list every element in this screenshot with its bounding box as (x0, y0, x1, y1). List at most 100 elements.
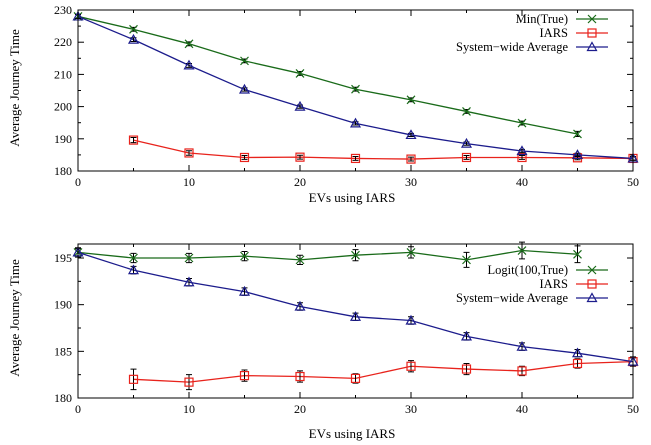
chart-bottom-ylabel: Average Journey Time (7, 259, 22, 377)
chart-top-xtick-label: 10 (183, 175, 195, 189)
chart-top-series-2-point (184, 148, 194, 158)
chart-top-series-3-point (294, 100, 306, 111)
chart-bottom-series-1-point (517, 246, 527, 255)
chart-bottom-legend-label: System−wide Average (456, 291, 568, 305)
chart-bottom-series-2-point (128, 374, 139, 384)
chart-bottom-series-3-point (294, 300, 306, 311)
chart-top-series-2-point (239, 152, 250, 163)
chart-bottom-ytick-label: 180 (54, 391, 72, 405)
chart-top-series-2-point (128, 135, 139, 145)
chart-top-ytick-label: 220 (54, 35, 72, 49)
chart-bottom-series-3-point (460, 330, 473, 341)
chart-top-series-2-errorbar (297, 154, 303, 160)
chart-bottom-series-2-point (406, 361, 416, 371)
chart-bottom-ytick-label: 190 (54, 298, 72, 312)
chart-top-series-1-point (295, 69, 305, 78)
chart-bottom-series-3-point (571, 347, 584, 358)
chart-top-xtick-label: 0 (75, 175, 81, 189)
chart-top-legend-marker (587, 14, 597, 24)
chart-top-series-3-point (238, 83, 251, 94)
chart-bottom-series-2-errorbar (352, 373, 359, 384)
chart-bottom-series-3-point (516, 340, 528, 351)
chart-bottom-xtick-label: 30 (405, 402, 417, 416)
chart-bottom-legend-marker (586, 292, 598, 303)
chart-bottom-series-1-point (406, 247, 416, 257)
chart-top-series-2-errorbar (408, 156, 414, 162)
chart-top-series-2-point (295, 152, 305, 162)
chart-bottom-xtick-label: 10 (183, 402, 195, 416)
chart-bottom-ytick-label: 185 (54, 344, 72, 358)
chart-bottom-series-1-line (77, 249, 578, 261)
chart-bottom-series-2-point (295, 371, 305, 382)
chart-bottom-legend-label: Logit(100,True) (488, 263, 568, 277)
chart-bottom-series-3-point (183, 276, 195, 287)
chart-top-legend-marker (587, 28, 597, 38)
chart-bottom-ytick-label: 195 (54, 251, 72, 265)
chart-bottom-series-1-point (462, 255, 471, 265)
chart-top-series-3-point (405, 129, 417, 140)
chart-bottom-marks (72, 241, 639, 391)
chart-bottom-series-2-errorbar (574, 358, 581, 369)
chart-bottom-legend-marker (587, 265, 597, 275)
chart-top-series-1-point (129, 24, 138, 34)
chart-bottom-series-2-errorbar (519, 365, 525, 377)
chart-bottom-xtick-label: 0 (75, 402, 81, 416)
chart-bottom-legend-marker (587, 279, 597, 289)
chart-bottom-series-2-errorbar (186, 374, 192, 391)
chart-top-series-1-line (77, 15, 578, 135)
chart-bottom: 0 10 20 30 40 50 180 185 190 195 EVs using IARS A… (7, 241, 639, 441)
chart-bottom-axes: 0 10 20 30 40 50 180 185 190 195 (54, 243, 639, 416)
chart-top-series-3-point (183, 59, 195, 70)
chart-bottom-xtick-label: 50 (627, 402, 639, 416)
chart-bottom-series-3-point (405, 314, 417, 325)
chart-top-legend-label: IARS (540, 26, 569, 40)
chart-top-series-1-point (406, 95, 416, 105)
chart-top-series-1-point (462, 107, 471, 116)
chart-top-series-1-point (240, 56, 249, 66)
chart-top-xtick-label: 50 (627, 175, 639, 189)
chart-top-series-3-point (127, 33, 140, 44)
chart-top-series-1-point (184, 39, 194, 49)
chart-bottom-series-1-point (240, 251, 249, 261)
chart-bottom-series-1-point (129, 253, 138, 263)
chart-top-xlabel: EVs using IARS (309, 190, 396, 205)
chart-top-legend-marker (586, 41, 598, 52)
chart-bottom-series-2-point (350, 373, 361, 383)
chart-top-series-1-point (573, 129, 582, 139)
chart-top-series-2-errorbar (463, 155, 470, 160)
chart-top-xtick-label: 40 (516, 175, 528, 189)
chart-top-series-2-point (350, 153, 361, 164)
chart-bottom-xtick-label: 40 (516, 402, 528, 416)
chart-bottom-series-3-point (349, 311, 362, 321)
chart-top-ytick-label: 230 (54, 3, 72, 17)
chart-bottom-series-3-point (238, 285, 251, 296)
chart-top-series-3-point (571, 149, 584, 159)
chart-bottom-series-2-line (133, 360, 634, 383)
chart-top-ytick-label: 210 (54, 67, 72, 81)
chart-top-series-1-point (351, 84, 360, 94)
chart-bottom-series-1-point (295, 255, 305, 265)
chart-top-ytick-label: 180 (54, 164, 72, 178)
chart-top-series-2-errorbar (352, 156, 359, 161)
chart-top-series-2-point (406, 154, 416, 164)
chart-bottom-series-2-point (517, 366, 527, 376)
chart-bottom-series-2-point (461, 364, 472, 374)
chart-top-series-3-point (460, 137, 473, 148)
chart-top-legend-label: System−wide Average (456, 40, 568, 54)
chart-top-xtick-label: 30 (405, 175, 417, 189)
chart-bottom-series-3-point (127, 264, 140, 275)
chart-bottom-xlabel: EVs using IARS (309, 426, 396, 441)
chart-top: 0 10 20 30 40 50 180 190 200 210 220 230 EVs using … (7, 3, 639, 205)
chart-top-series-2-errorbar (130, 137, 137, 144)
chart-bottom-series-2-point (239, 371, 250, 381)
chart-top-series-3-point (516, 145, 528, 156)
chart-bottom-series-2-point (572, 358, 583, 369)
chart-top-series-2-point (461, 152, 472, 163)
chart-top-legend-label: Min(True) (516, 12, 568, 26)
chart-bottom-series-2-point (184, 377, 194, 387)
chart-bottom-legend-label: IARS (540, 277, 569, 291)
chart-top-series-2-errorbar (241, 155, 248, 160)
